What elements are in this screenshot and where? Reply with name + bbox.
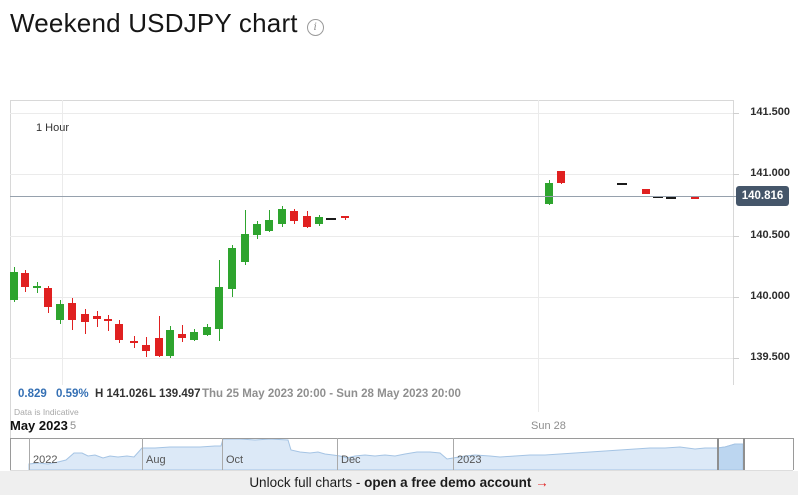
- candle-up: [228, 247, 236, 290]
- navigator-border-right: [793, 438, 794, 470]
- candle-wick: [158, 316, 160, 357]
- candle-down: [68, 302, 76, 321]
- candle-down: [303, 215, 311, 227]
- nav-tick-label: Dec: [341, 454, 361, 466]
- candle-up: [241, 234, 249, 263]
- banner-arrow-icon: →: [535, 475, 549, 490]
- navigator-area-chart: [28, 438, 744, 471]
- candle-up: [190, 332, 198, 340]
- nav-tick-label: Aug: [146, 454, 166, 466]
- stat-change: 0.829: [18, 388, 47, 400]
- page-title: Weekend USDJPY chart: [10, 8, 298, 38]
- candle-wick: [107, 315, 109, 332]
- candle-up: [315, 217, 323, 225]
- h-gridline: [10, 296, 733, 298]
- y-axis-label: 140.000: [750, 289, 790, 302]
- candle-down: [691, 196, 699, 199]
- candle-up: [166, 329, 174, 356]
- candle-wick: [96, 311, 98, 328]
- navigator-tick-line: [453, 438, 454, 470]
- v-gridline: [62, 100, 63, 385]
- info-icon[interactable]: i: [306, 19, 324, 36]
- candle-flat: [326, 218, 336, 221]
- y-axis-tick: [733, 113, 739, 114]
- navigator-tick-line: [29, 438, 30, 470]
- navigator-tick-line: [337, 438, 338, 470]
- candle-up: [253, 224, 261, 236]
- candle-up: [56, 304, 64, 321]
- candle-wick: [181, 324, 183, 343]
- candle-flat: [617, 182, 627, 185]
- navigator-border-bottom: [10, 470, 793, 471]
- navigator-border-top: [10, 438, 793, 439]
- candle-flat: [666, 196, 676, 199]
- candle-up: [265, 219, 273, 231]
- navigator-border-left: [10, 438, 11, 470]
- candle-down: [142, 344, 150, 351]
- y-axis-tick: [733, 174, 739, 176]
- y-axis-label: 139.500: [750, 351, 790, 363]
- candle-up: [545, 182, 553, 204]
- candle-down: [93, 316, 101, 319]
- y-axis-tick: [733, 296, 739, 298]
- candle-up: [33, 285, 41, 289]
- nav-tick-label: Oct: [226, 454, 244, 466]
- banner-text: Unlock full charts -: [249, 475, 365, 490]
- candle-down: [130, 340, 138, 344]
- plot-border-top: [10, 100, 734, 101]
- navigator-window[interactable]: [717, 438, 743, 470]
- navigator-tick-line: [142, 438, 143, 470]
- y-axis-label: 141.500: [750, 106, 790, 118]
- h-gridline: [10, 174, 733, 176]
- current-price-badge: 140.816: [736, 186, 789, 206]
- stat-date-range: Thu 25 May 2023 20:00 - Sun 28 May 2023 …: [202, 388, 461, 400]
- h-gridline: [10, 235, 733, 237]
- navigator-tick-line: [222, 438, 223, 470]
- interval-label: 1 Hour: [36, 122, 70, 134]
- y-axis-tick: [733, 358, 739, 359]
- candle-down: [44, 288, 52, 307]
- candle-down: [642, 188, 650, 194]
- h-gridline: [10, 113, 733, 114]
- y-axis-label: 140.500: [750, 228, 790, 241]
- candle-down: [115, 323, 123, 340]
- navigator-handle-right[interactable]: [743, 438, 745, 470]
- stat-high: H 141.026: [95, 388, 149, 400]
- candle-down: [178, 333, 186, 339]
- y-axis-tick: [733, 235, 739, 237]
- stat-change-pct: 0.59%: [56, 388, 89, 400]
- candle-down: [104, 318, 112, 322]
- nav-tick-label: 2023: [457, 454, 482, 466]
- candle-down: [290, 211, 298, 221]
- candle-down: [341, 215, 349, 219]
- price-axis[interactable]: 141.500 141.000 140.500 140.000 139.500: [733, 100, 798, 412]
- candle-down: [21, 273, 29, 287]
- banner-link[interactable]: open a free demo account: [364, 475, 532, 490]
- unlock-banner: Unlock full charts - open a free demo ac…: [0, 471, 798, 495]
- current-price-line: [10, 196, 736, 197]
- y-axis-label: 141.000: [750, 167, 790, 180]
- candle-up: [10, 272, 18, 301]
- candle-up: [215, 286, 223, 329]
- candle-up: [203, 327, 211, 335]
- candle-up: [278, 208, 286, 225]
- candle-down: [81, 313, 89, 323]
- disclaimer: Data is Indicative: [14, 407, 79, 417]
- x-axis-month-label: May 2023: [10, 418, 68, 433]
- nav-tick-label: 2022: [33, 454, 58, 466]
- candle-down: [557, 170, 565, 183]
- plot-border-right: [733, 100, 734, 385]
- candle-down: [155, 338, 163, 356]
- h-gridline: [10, 358, 733, 359]
- navigator-handle-left[interactable]: [717, 438, 719, 470]
- stat-low: L 139.497: [149, 388, 201, 400]
- v-gridline: [538, 100, 539, 412]
- navigator[interactable]: 2022 Aug Oct Dec 2023: [0, 436, 798, 472]
